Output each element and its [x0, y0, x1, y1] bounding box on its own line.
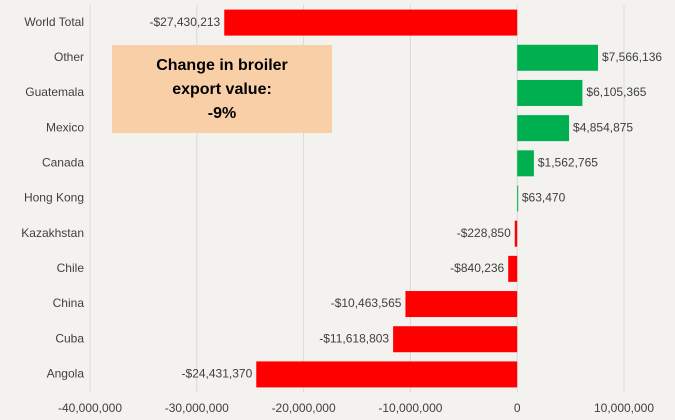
y-tick-label: Mexico: [46, 120, 84, 134]
annotation-box: [112, 45, 332, 133]
bar: [517, 185, 519, 212]
bar: [256, 361, 518, 388]
y-tick-label: Cuba: [55, 331, 84, 345]
bar: [405, 291, 518, 318]
data-label: -$11,618,803: [319, 331, 389, 345]
x-tick-label: -40,000,000: [58, 401, 122, 415]
data-label: -$10,463,565: [331, 296, 402, 310]
data-label: -$24,431,370: [182, 367, 253, 381]
x-tick-label: 10,000,000: [594, 401, 654, 415]
bar: [517, 44, 599, 71]
data-label: $7,566,136: [602, 50, 662, 64]
x-tick-label: -30,000,000: [165, 401, 229, 415]
y-tick-label: Hong Kong: [24, 191, 84, 205]
y-tick-label: China: [53, 296, 85, 310]
data-label: $63,470: [522, 191, 566, 205]
y-tick-label: Chile: [57, 261, 85, 275]
data-label: -$27,430,213: [150, 15, 221, 29]
data-label: -$840,236: [450, 261, 504, 275]
bar: [517, 79, 583, 106]
bar: [508, 255, 518, 282]
bar: [393, 326, 518, 353]
data-label: $4,854,875: [573, 120, 633, 134]
annotation: -9%: [208, 105, 236, 122]
bar: [517, 150, 534, 177]
y-tick-label: Kazakhstan: [21, 226, 84, 240]
annotation: Change in broiler: [156, 57, 288, 74]
y-tick-label: World Total: [24, 15, 84, 29]
annotation: export value:: [172, 81, 272, 98]
data-label: $6,105,365: [586, 85, 646, 99]
y-tick-label: Other: [54, 50, 84, 64]
bar: [517, 115, 570, 142]
y-tick-label: Canada: [42, 155, 84, 169]
y-tick-label: Guatemala: [25, 85, 84, 99]
data-label: -$228,850: [457, 226, 511, 240]
x-tick-label: 0: [514, 401, 521, 415]
bar: [224, 9, 518, 36]
x-tick-label: -20,000,000: [272, 401, 336, 415]
data-label: $1,562,765: [538, 155, 598, 169]
x-tick-label: -10,000,000: [378, 401, 442, 415]
y-tick-label: Angola: [47, 367, 85, 381]
bar: [514, 220, 518, 247]
